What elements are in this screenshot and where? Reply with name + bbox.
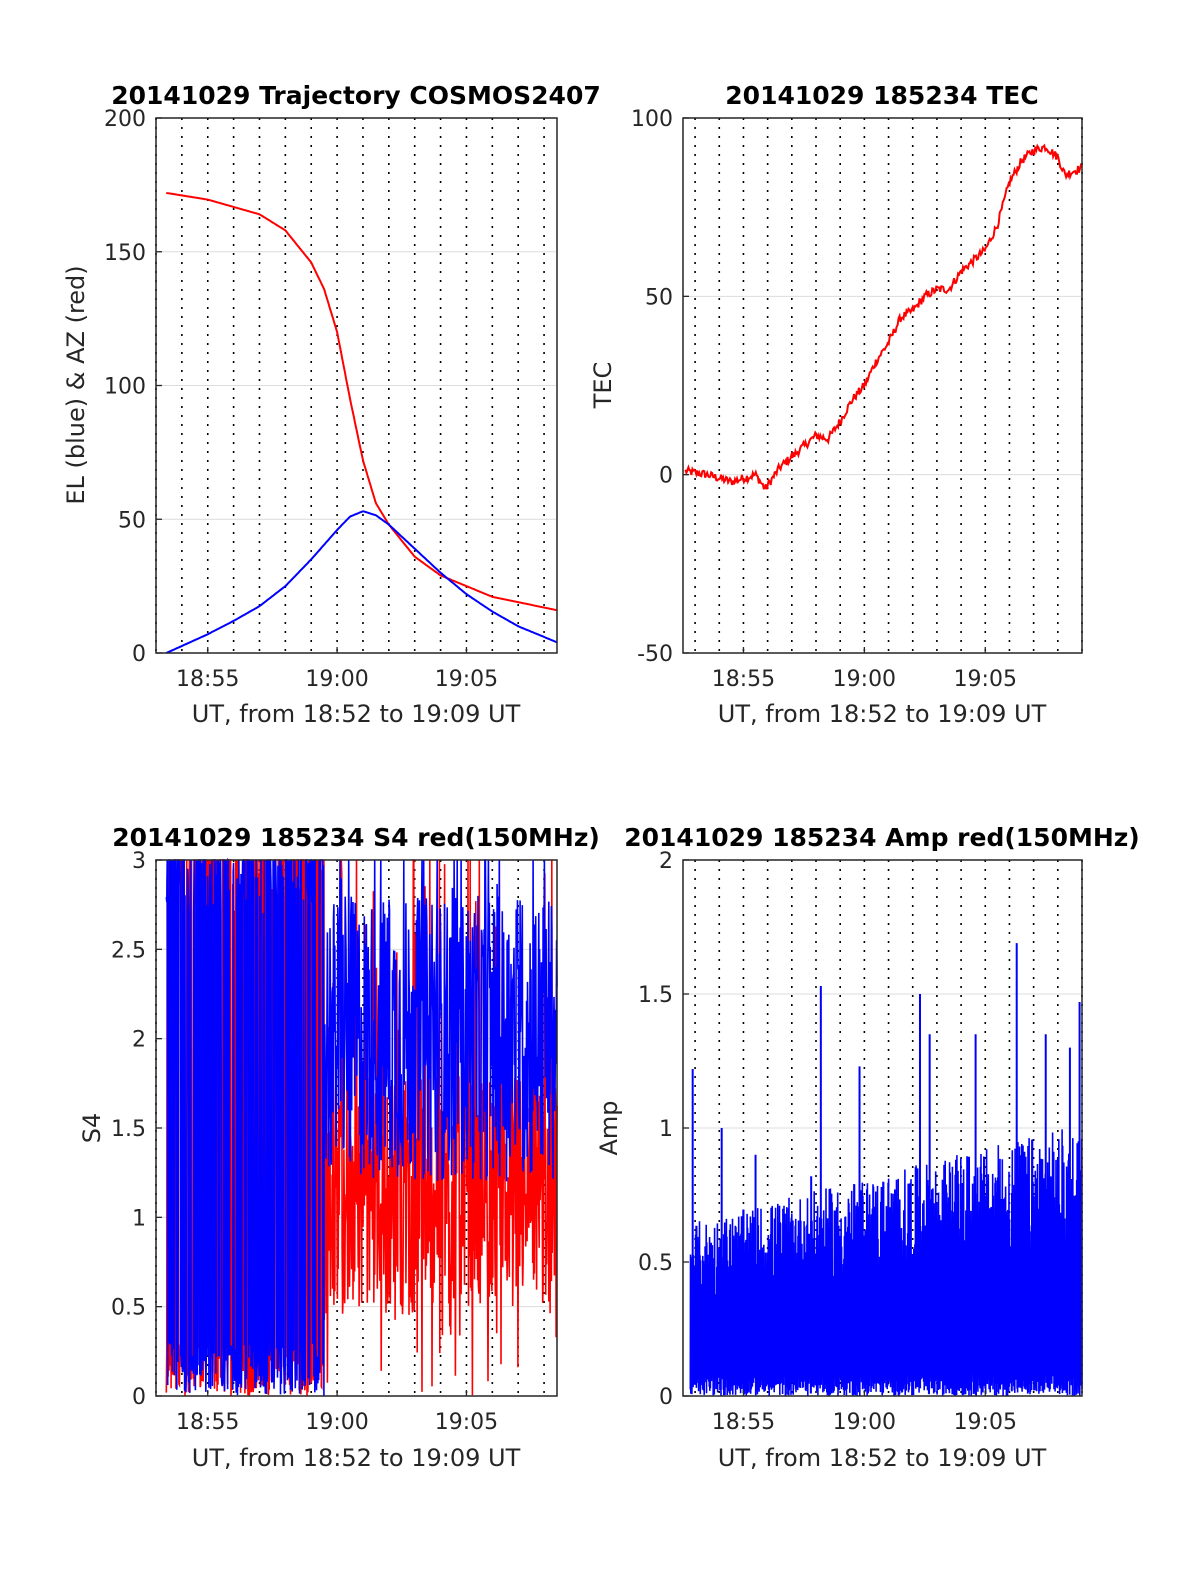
series-line	[165, 510, 558, 654]
y-tick-label: 3	[132, 849, 146, 874]
x-axis-label: UT, from 18:52 to 19:09 UT	[192, 1444, 521, 1472]
chart-title: 20141029 185234 Amp red(150MHz)	[624, 823, 1140, 852]
panel-tec: 18:55 19:00 19:05 -50 0 50 100 20141029 185234…	[589, 81, 1083, 728]
y-tick-label: 0.5	[111, 1296, 146, 1321]
y-axis-label: EL (blue) & AZ (red)	[62, 265, 90, 504]
y-tick-label: 200	[104, 107, 146, 132]
x-tick-label: 19:05	[954, 667, 1017, 692]
panel-s4: 18:55 19:00 19:05 0 0.5 1 1.5 2 2.5 3 20141029 18…	[78, 823, 600, 1472]
y-tick-label: -50	[637, 642, 673, 667]
series-line	[684, 143, 1083, 490]
plot-frame	[155, 859, 558, 1397]
y-tick-label: 2.5	[111, 938, 146, 963]
x-axis-label: UT, from 18:52 to 19:09 UT	[192, 700, 521, 728]
plot-frame	[682, 117, 1083, 654]
x-tick-label: 18:55	[712, 667, 775, 692]
y-tick-label: 0.5	[638, 1251, 673, 1276]
y-axis-label: S4	[78, 1113, 106, 1144]
x-tick-label: 18:55	[176, 1410, 239, 1435]
plot-frame	[155, 117, 558, 654]
y-tick-label: 2	[132, 1028, 146, 1053]
x-axis-label: UT, from 18:52 to 19:09 UT	[718, 1444, 1047, 1472]
x-tick-label: 19:05	[435, 1410, 498, 1435]
y-tick-label: 0	[659, 1385, 673, 1410]
y-tick-label: 0	[659, 464, 673, 489]
x-tick-label: 19:00	[833, 667, 896, 692]
plot-area	[682, 117, 1083, 654]
x-tick-label: 19:05	[954, 1410, 1017, 1435]
chart-title: 20141029 185234 TEC	[725, 81, 1038, 110]
series-line	[165, 857, 558, 1396]
chart-title: 20141029 185234 S4 red(150MHz)	[112, 823, 600, 852]
x-tick-label: 19:00	[833, 1410, 896, 1435]
y-axis-label: TEC	[589, 362, 617, 410]
y-axis-label: Amp	[595, 1100, 623, 1155]
y-tick-label: 1.5	[111, 1117, 146, 1142]
y-tick-label: 0	[132, 1385, 146, 1410]
x-tick-label: 19:00	[305, 1410, 368, 1435]
series-line	[165, 859, 558, 1396]
y-tick-label: 50	[645, 285, 673, 310]
panel-amp: 18:55 19:00 19:05 0 0.5 1 1.5 2 20141029 185234…	[595, 823, 1140, 1472]
series-line	[166, 191, 558, 612]
y-tick-label: 1	[132, 1206, 146, 1231]
y-tick-label: 1	[659, 1117, 673, 1142]
panel-trajectory: 18:55 19:00 19:05 0 50 100 150 200 20141029 Tra…	[62, 81, 601, 728]
x-axis-label: UT, from 18:52 to 19:09 UT	[718, 700, 1047, 728]
x-tick-label: 18:55	[176, 667, 239, 692]
y-tick-label: 150	[104, 241, 146, 266]
y-tick-label: 0	[132, 642, 146, 667]
y-tick-label: 100	[104, 375, 146, 400]
x-tick-label: 19:05	[435, 667, 498, 692]
y-tick-label: 1.5	[638, 983, 673, 1008]
chart-title: 20141029 Trajectory COSMOS2407	[111, 81, 601, 110]
y-tick-label: 50	[118, 508, 146, 533]
y-tick-label: 2	[659, 849, 673, 874]
plot-frame	[682, 859, 1083, 1397]
y-tick-label: 100	[631, 107, 673, 132]
x-tick-label: 19:00	[305, 667, 368, 692]
x-tick-label: 18:55	[712, 1410, 775, 1435]
